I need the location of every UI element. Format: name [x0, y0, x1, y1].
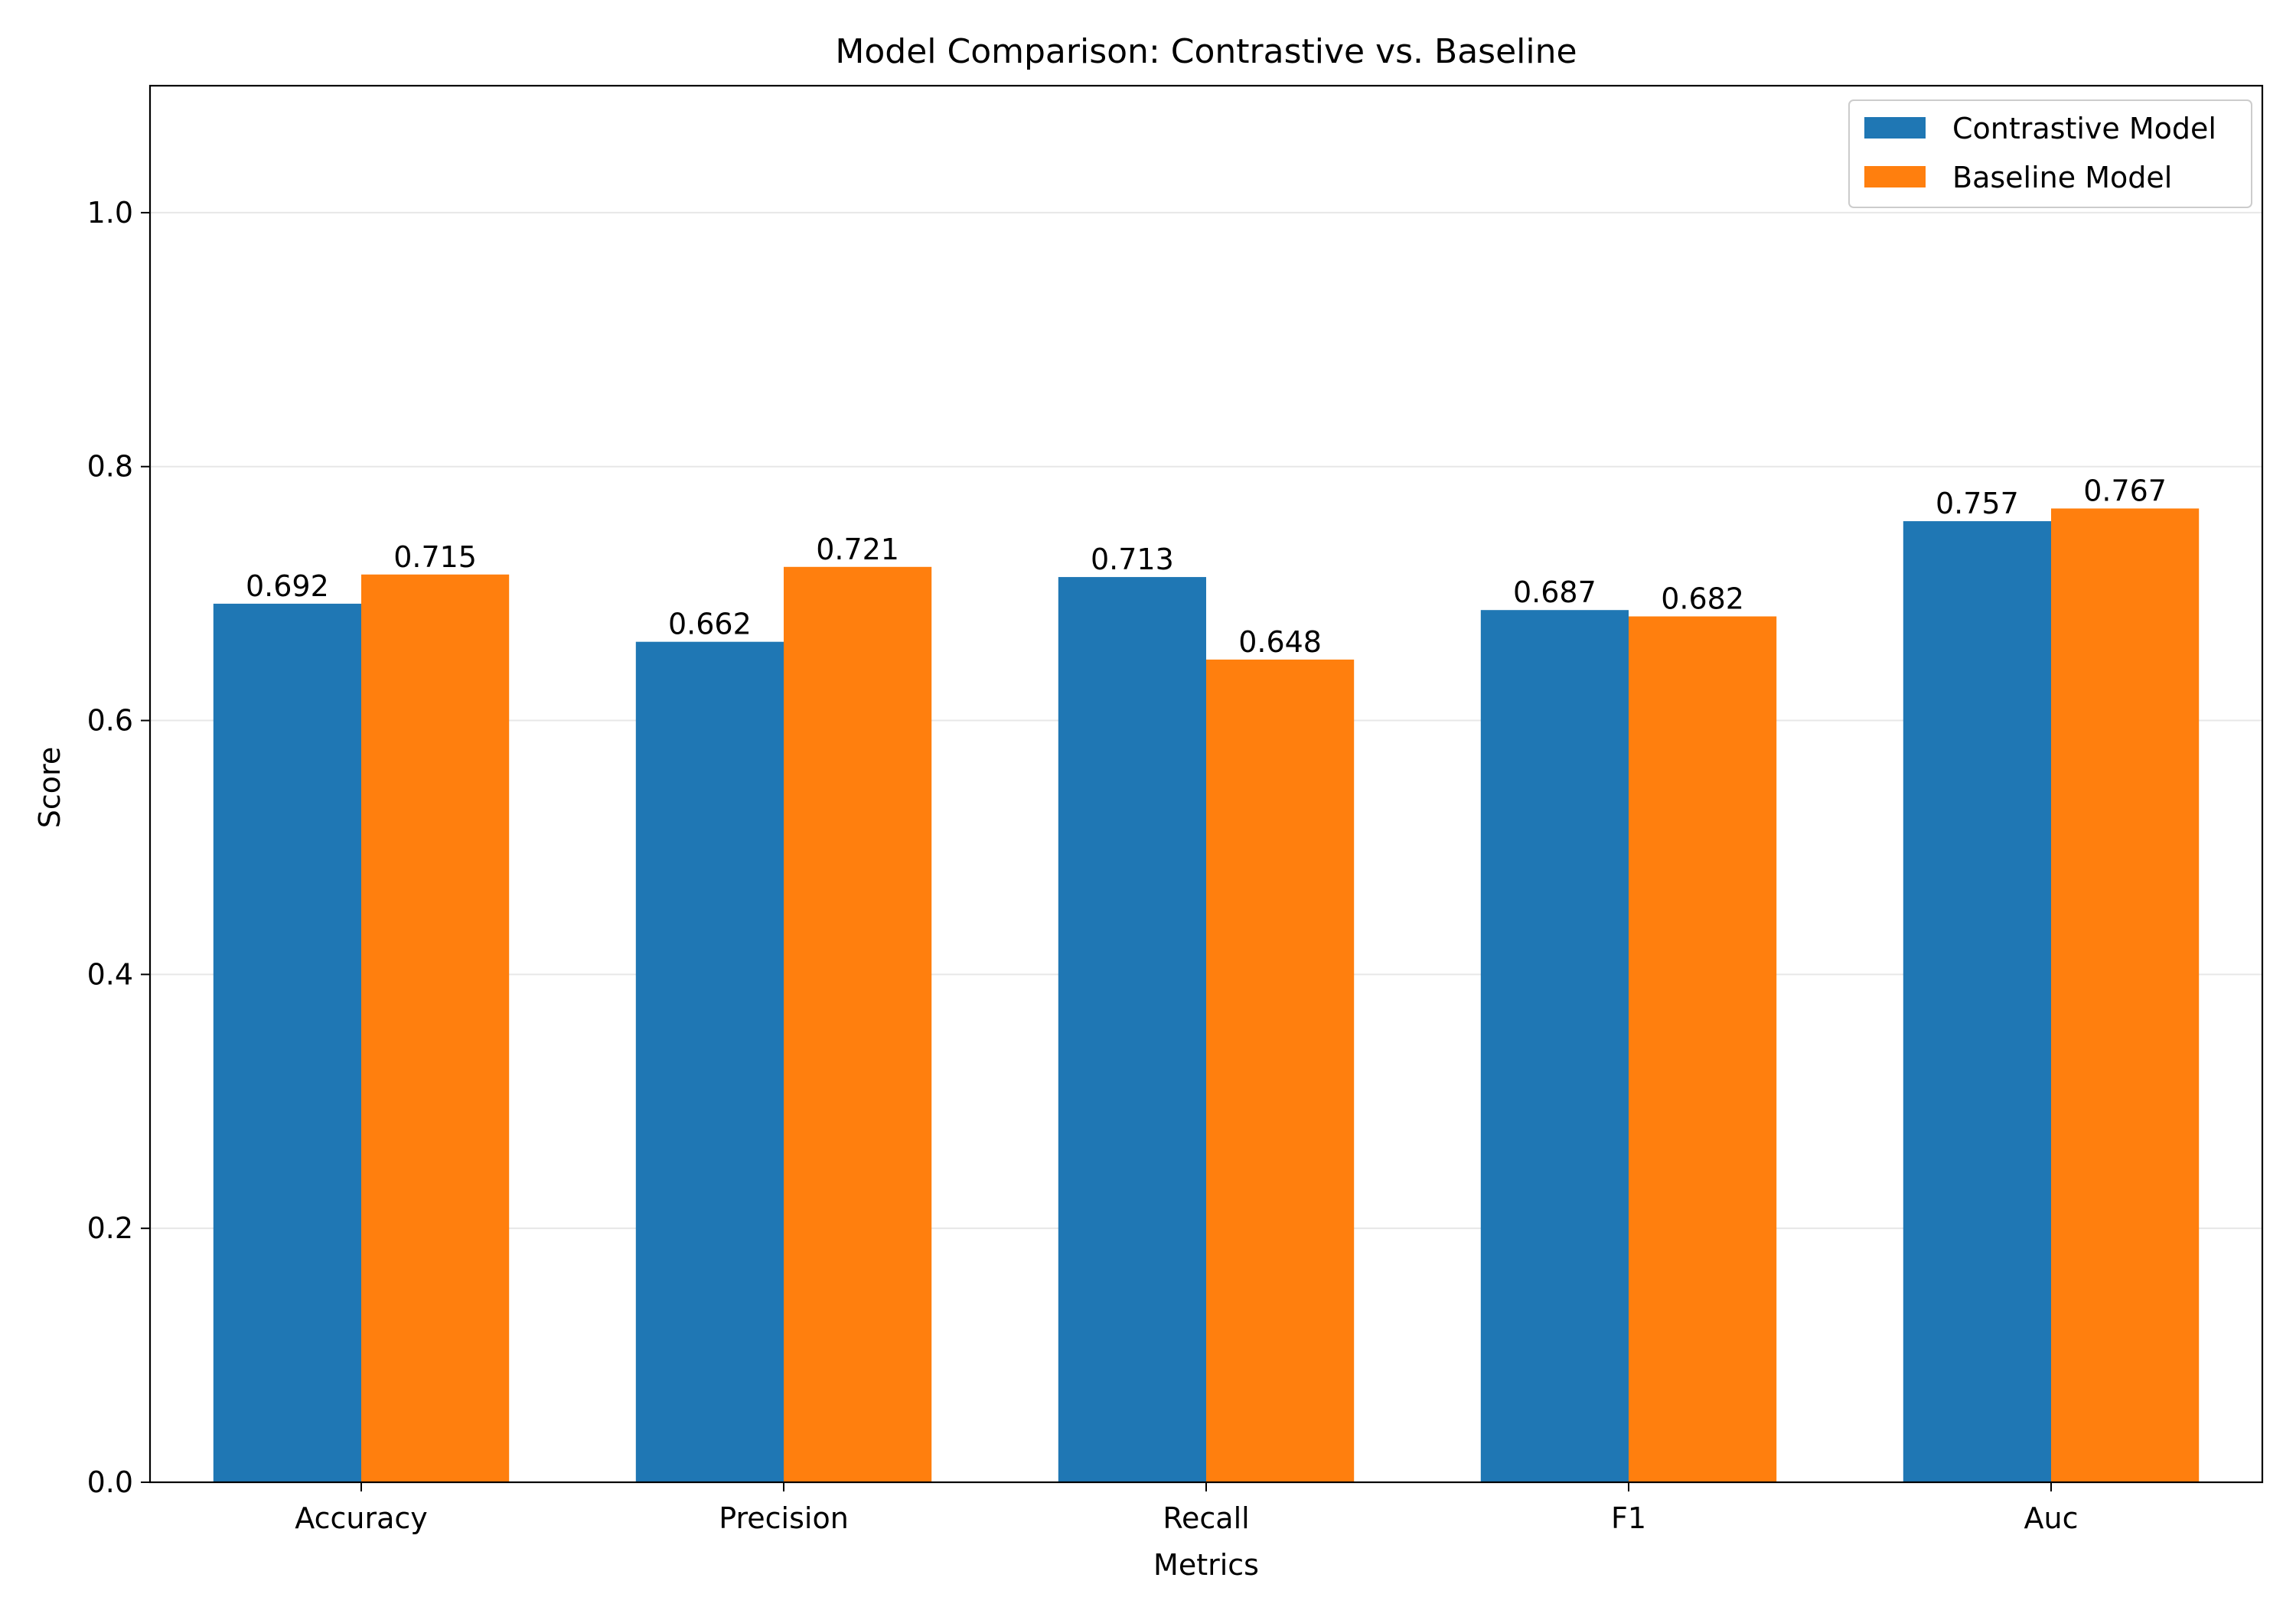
data-label: 0.682	[1661, 582, 1744, 616]
legend-label-contrastive: Contrastive Model	[1952, 112, 2216, 145]
bar-contrastive-accuracy[interactable]	[213, 603, 361, 1482]
data-label: 0.713	[1091, 543, 1174, 576]
bar-contrastive-recall[interactable]	[1058, 577, 1206, 1483]
legend-label-baseline: Baseline Model	[1952, 161, 2172, 194]
data-label: 0.662	[668, 608, 752, 641]
legend-swatch-contrastive	[1864, 117, 1926, 139]
legend[interactable]: Contrastive Model Baseline Model	[1848, 99, 2252, 208]
data-label: 0.692	[246, 569, 329, 603]
bar-baseline-accuracy[interactable]	[361, 574, 510, 1482]
x-tick-label: Recall	[1163, 1501, 1249, 1535]
x-tick-label: Auc	[2024, 1501, 2079, 1535]
legend-item-contrastive[interactable]: Contrastive Model	[1864, 112, 2216, 145]
x-tick-label: Accuracy	[295, 1501, 428, 1535]
bar-contrastive-f1[interactable]	[1480, 610, 1629, 1482]
y-tick-label: 0.0	[87, 1465, 133, 1499]
bar-baseline-precision[interactable]	[784, 566, 932, 1483]
x-tick-label: Precision	[719, 1501, 849, 1535]
bar-baseline-recall[interactable]	[1206, 659, 1355, 1482]
y-tick-label: 0.4	[87, 957, 133, 991]
data-label: 0.721	[816, 533, 899, 566]
bar-contrastive-auc[interactable]	[1903, 521, 2051, 1483]
y-tick-label: 0.6	[87, 704, 133, 738]
data-label: 0.757	[1936, 487, 2019, 520]
y-tick-label: 1.0	[87, 196, 133, 230]
data-label: 0.687	[1513, 575, 1596, 609]
legend-item-baseline[interactable]: Baseline Model	[1864, 161, 2172, 194]
x-axis-ticks: Accuracy Precision Recall F1 Auc	[295, 1482, 2078, 1535]
x-tick-label: F1	[1611, 1501, 1646, 1535]
x-axis-label: Metrics	[1153, 1548, 1259, 1582]
y-axis-ticks: 0.0 0.2 0.4 0.6 0.8 1.0	[87, 196, 150, 1499]
legend-box	[1848, 99, 2252, 208]
bar-baseline-auc[interactable]	[2051, 508, 2200, 1482]
bars	[213, 508, 2200, 1483]
data-label: 0.715	[393, 540, 477, 574]
data-label: 0.648	[1238, 625, 1322, 659]
y-axis-label: Score	[33, 747, 67, 828]
data-labels: 0.692 0.715 0.662 0.721 0.713 0.648 0.687 0.682…	[246, 474, 2167, 658]
data-label: 0.767	[2083, 474, 2167, 507]
chart-title: Model Comparison: Contrastive vs. Baseli…	[835, 32, 1577, 71]
y-tick-label: 0.2	[87, 1211, 133, 1245]
bar-contrastive-precision[interactable]	[635, 641, 784, 1482]
y-tick-label: 0.8	[87, 450, 133, 484]
legend-swatch-baseline	[1864, 166, 1926, 187]
bar-baseline-f1[interactable]	[1629, 616, 1777, 1483]
